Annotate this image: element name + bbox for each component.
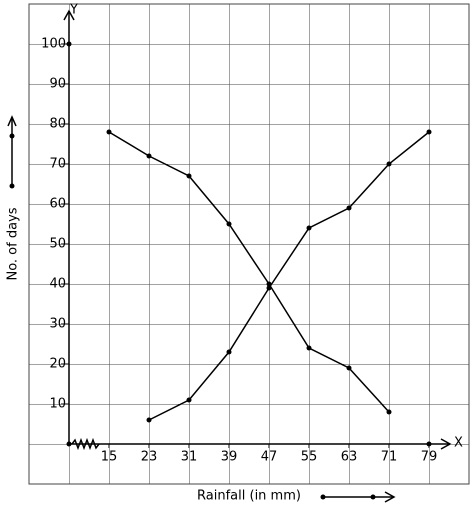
data-point — [346, 205, 352, 211]
grid-background — [28, 3, 470, 485]
x-tick-label: 31 — [181, 450, 198, 465]
x-tick-label: 47 — [261, 450, 278, 465]
ogive-line — [148, 131, 430, 421]
data-point — [146, 153, 152, 159]
data-point — [226, 349, 232, 355]
data-point — [306, 225, 312, 231]
x-tick-label: 63 — [341, 450, 358, 465]
y-tick-label: 100 — [41, 37, 66, 52]
y-tick-label: 20 — [49, 357, 66, 372]
x-tick-label: 71 — [381, 450, 398, 465]
y-tick-label: 40 — [49, 277, 66, 292]
y-tick-label: 90 — [49, 77, 66, 92]
data-point — [386, 409, 392, 415]
y-tick-label: 70 — [49, 157, 66, 172]
y-axis-label: No. of days — [6, 207, 21, 280]
x-axis-name: X — [454, 436, 463, 451]
data-point — [146, 417, 152, 423]
data-point — [186, 397, 192, 403]
data-point — [386, 161, 392, 167]
data-point — [186, 173, 192, 179]
data-point — [226, 221, 232, 227]
data-point — [426, 129, 432, 135]
y-tick-label: 30 — [49, 317, 66, 332]
x-axis-label: Rainfall (in mm) — [197, 489, 301, 504]
y-tick-label: 50 — [49, 237, 66, 252]
x-tick-label: 55 — [301, 450, 318, 465]
data-point — [306, 345, 312, 351]
x-tick-label: 39 — [221, 450, 238, 465]
data-point — [106, 129, 112, 135]
x-tick-label: 23 — [141, 450, 158, 465]
y-tick-label: 60 — [49, 197, 66, 212]
x-tick-label: 79 — [421, 450, 438, 465]
y-tick-label: 80 — [49, 117, 66, 132]
ogive-line — [108, 131, 390, 413]
data-point — [346, 365, 352, 371]
data-point — [266, 285, 272, 291]
y-tick-label: 10 — [49, 397, 66, 412]
y-axis-name: Y — [69, 3, 78, 18]
x-tick-label: 15 — [101, 450, 118, 465]
